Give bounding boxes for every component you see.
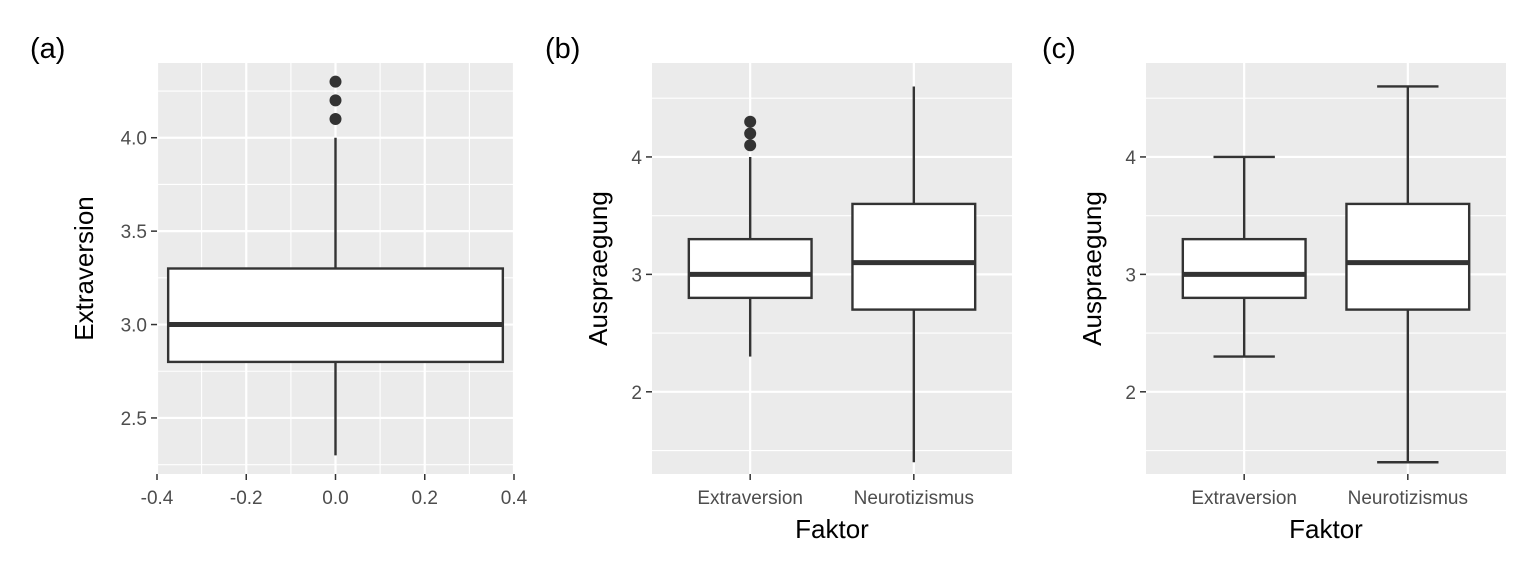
y-tick-label: 4 <box>631 148 642 169</box>
x-tick-label: 0.2 <box>412 488 438 509</box>
outlier-point <box>329 94 342 107</box>
outlier-point <box>744 115 757 128</box>
x-axis-title: Faktor <box>1289 514 1363 544</box>
y-axis-title: Extraversion <box>69 196 99 341</box>
y-tick-label: 3.0 <box>121 316 147 337</box>
x-tick-label: -0.2 <box>230 488 263 509</box>
box-body <box>1181 237 1307 300</box>
panel-tag: (b) <box>545 33 580 65</box>
x-tick-label: Neurotizismus <box>1348 488 1468 509</box>
box-extraversion <box>166 75 505 456</box>
box-body <box>166 267 505 364</box>
x-tick-label: Extraversion <box>1191 488 1297 509</box>
box-body <box>687 237 813 300</box>
outlier-point <box>744 139 757 152</box>
box-extraversion <box>1181 155 1307 358</box>
y-tick-label: 2 <box>631 383 642 404</box>
y-tick-label: 2 <box>1125 383 1136 404</box>
box-neurotizismus <box>851 86 977 463</box>
y-tick-label: 4 <box>1125 148 1136 169</box>
box-body <box>851 202 977 311</box>
x-tick-label: 0.0 <box>322 488 348 509</box>
box-body <box>1345 202 1471 311</box>
y-tick-label: 3.5 <box>121 222 147 243</box>
y-axis-title: Auspraegung <box>1077 191 1107 346</box>
box-extraversion <box>687 115 813 357</box>
x-tick-label: 0.4 <box>501 488 528 509</box>
y-tick-label: 3 <box>1125 265 1136 286</box>
x-axis-title: Faktor <box>795 514 869 544</box>
y-axis-title: Auspraegung <box>583 191 613 346</box>
x-tick-label: -0.4 <box>141 488 174 509</box>
x-tick-label: Extraversion <box>697 488 803 509</box>
panel-tag: (c) <box>1042 33 1076 65</box>
panel-2: 2 3 4 Extraversion Neurotizismus Faktor Auspra… <box>545 33 1012 544</box>
x-tick-label: Neurotizismus <box>854 488 974 509</box>
outlier-point <box>329 113 342 126</box>
panel-tag: (a) <box>30 33 65 65</box>
outlier-point <box>329 75 342 88</box>
panel-1: 2.5 3.0 3.5 4.0 -0.4 -0.2 0.0 0.2 0.4 Extraversio… <box>30 33 528 509</box>
box-neurotizismus <box>1345 85 1471 464</box>
y-tick-label: 3 <box>631 265 642 286</box>
y-tick-label: 2.5 <box>121 409 147 430</box>
panel-3: 2 3 4 Extraversion Neurotizismus Faktor Auspra… <box>1042 33 1506 544</box>
outlier-point <box>744 127 757 140</box>
y-tick-label: 4.0 <box>121 129 147 150</box>
